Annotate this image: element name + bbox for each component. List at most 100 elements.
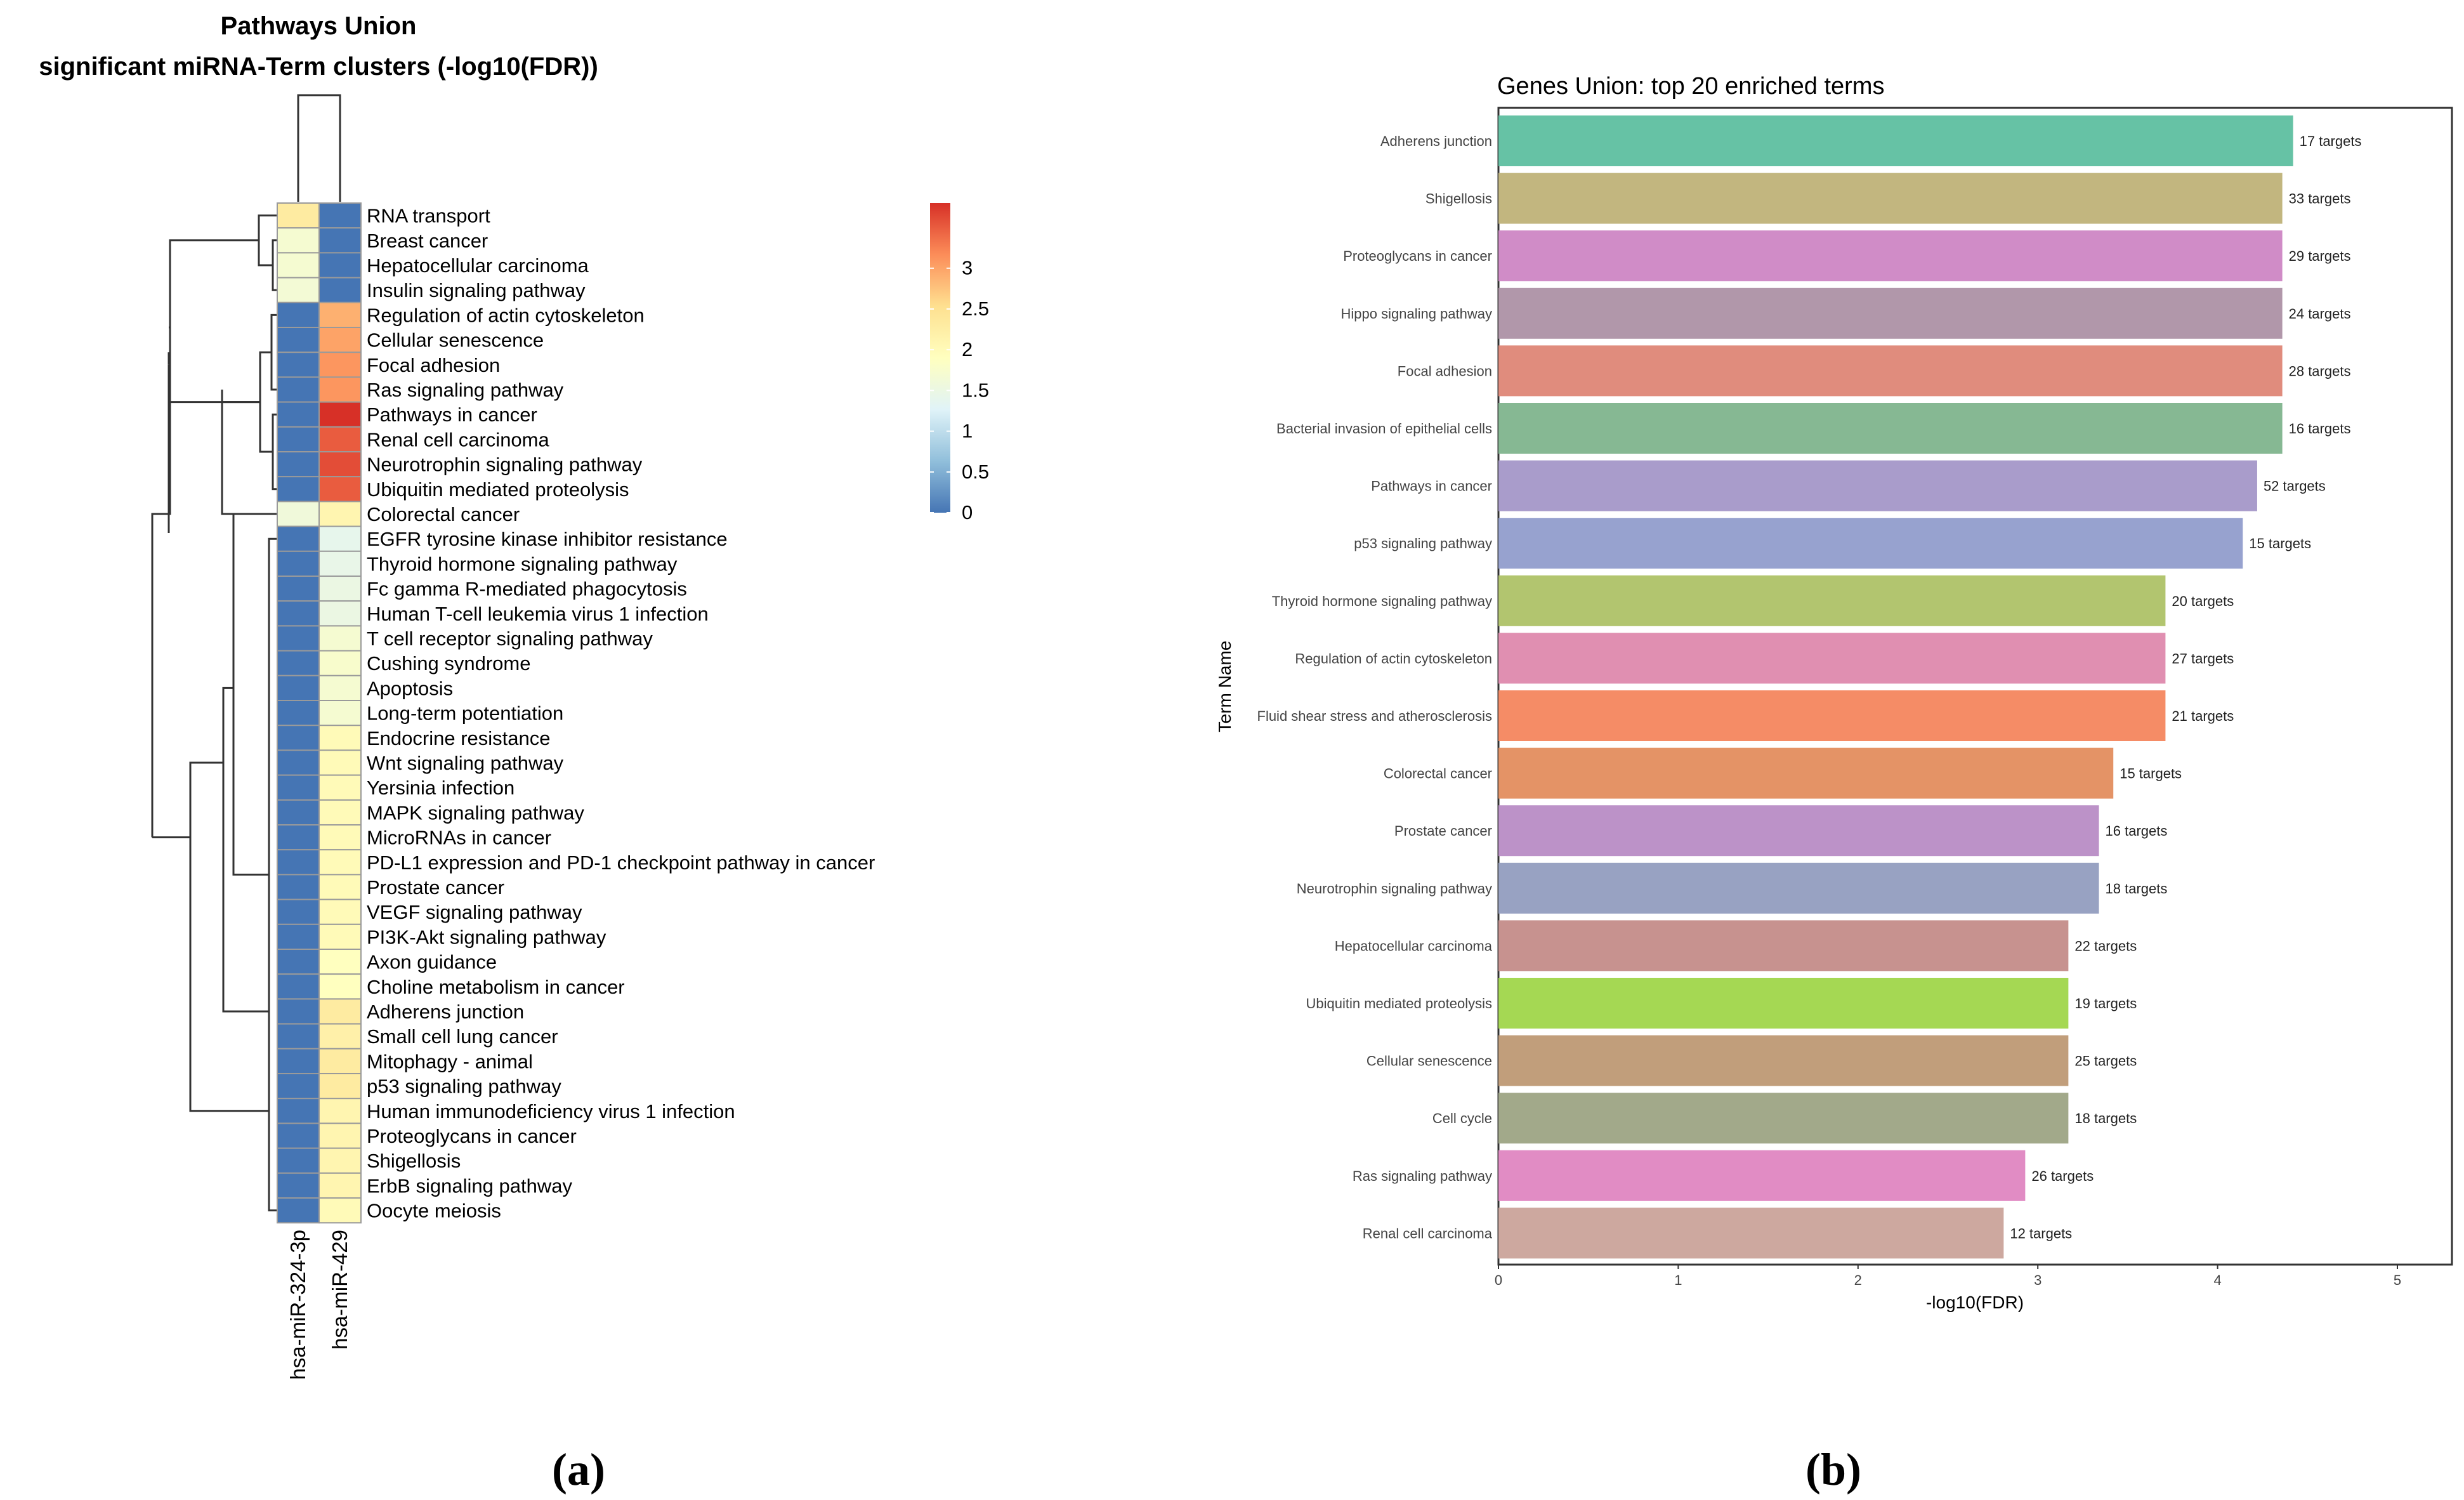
color-legend-label: 2.5: [962, 298, 989, 320]
heatmap-row-label: Adherens junction: [367, 1001, 524, 1023]
bar-category-label: Ubiquitin mediated proteolysis: [1306, 996, 1493, 1011]
heatmap-cell: [277, 874, 320, 900]
bar-category-label: p53 signaling pathway: [1354, 536, 1492, 551]
bar-category-label: Prostate cancer: [1394, 823, 1492, 839]
bar-category-label: Adherens junction: [1380, 133, 1492, 149]
bar-category-label: Neurotrophin signaling pathway: [1297, 881, 1492, 897]
heatmap-cell: [277, 799, 320, 826]
heatmap-cell: [277, 202, 320, 229]
heatmap-row-labels: RNA transport Breast cancerHepatocellular…: [367, 205, 875, 1222]
color-legend-label: 0.5: [962, 461, 989, 483]
heatmap-row-label: Human T-cell leukemia virus 1 infection: [367, 603, 709, 625]
heatmap-row-label: EGFR tyrosine kinase inhibitor resistanc…: [367, 528, 728, 550]
bar-category-label: Ras signaling pathway: [1353, 1168, 1492, 1184]
heatmap-color-legend: 0 0.5 1 1.5 2 2.5 3: [930, 203, 989, 523]
heatmap-cell: [318, 1048, 362, 1075]
heatmap-cell: [318, 1098, 362, 1124]
color-legend-label: 3: [962, 257, 973, 279]
heatmap-cell: [318, 327, 362, 353]
heatmap-cell: [277, 973, 320, 1000]
heatmap-cell: [277, 301, 320, 328]
color-legend-bar: [930, 203, 950, 513]
plot-frame: [1497, 107, 2453, 1266]
bar-data-label: 25 targets: [2074, 1053, 2137, 1069]
heatmap-row-label: VEGF signaling pathway: [367, 901, 582, 923]
dendrogram-branch: [297, 94, 341, 202]
heatmap-row-label: PD-L1 expression and PD-1 checkpoint pat…: [367, 852, 875, 874]
heatmap-row-label: T cell receptor signaling pathway: [367, 628, 653, 650]
heatmap-cell: [318, 352, 362, 378]
color-legend-label: 2: [962, 338, 973, 360]
dendrogram-branch: [222, 687, 269, 1013]
x-axis-ticks: 0 1 2 3 4 5: [1495, 1265, 2401, 1288]
heatmap-panel: Pathways Union significant miRNA-Term cl…: [39, 12, 989, 1380]
bar: [1498, 345, 2283, 397]
bar: [1498, 575, 2166, 626]
bar-category-labels: Adherens junction Shigellosis Proteoglycan…: [1257, 133, 1493, 1241]
heatmap-cell: [318, 799, 362, 826]
bar-data-label: 20 targets: [2172, 593, 2234, 609]
heatmap-cell: [277, 501, 320, 527]
x-axis-tick-label: 5: [2394, 1272, 2401, 1288]
heatmap-cell: [277, 451, 320, 478]
heatmap-cell: [318, 923, 362, 951]
heatmap-cell: [318, 401, 362, 428]
heatmap-cell: [277, 600, 320, 627]
heatmap-cell: [277, 576, 320, 602]
heatmap-cell: [318, 202, 362, 229]
heatmap-row-label: Oocyte meiosis: [367, 1200, 501, 1222]
heatmap-row-label: MicroRNAs in cancer: [367, 827, 551, 849]
heatmap-row-label: Wnt signaling pathway: [367, 752, 564, 774]
y-axis-label: Term Name: [1215, 641, 1235, 733]
heatmap-cell: [318, 650, 362, 676]
barchart-title: Genes Union: top 20 enriched terms: [1497, 73, 1884, 100]
bar: [1498, 633, 2166, 684]
bar-data-label: 17 targets: [2300, 133, 2362, 149]
heatmap-cell: [277, 625, 320, 652]
bar-category-label: Proteoglycans in cancer: [1343, 248, 1492, 264]
heatmap-column-label: hsa-miR-324-3p: [286, 1230, 310, 1380]
heatmap-subtitle: significant miRNA-Term clusters (-log10(…: [39, 53, 598, 81]
bar: [1498, 173, 2283, 224]
bar-category-label: Colorectal cancer: [1384, 766, 1492, 782]
heatmap-row-label: Fc gamma R-mediated phagocytosis: [367, 578, 687, 600]
bar: [1498, 690, 2166, 741]
heatmap-row-label: Mitophagy - animal: [367, 1050, 533, 1072]
heatmap-row-label: Proteoglycans in cancer: [367, 1125, 577, 1147]
bar: [1498, 115, 2293, 166]
heatmap-cell: [318, 749, 362, 776]
bar-category-label: Renal cell carcinoma: [1363, 1225, 1493, 1241]
heatmap-cell: [277, 277, 320, 303]
heatmap-row-label: Regulation of actin cytoskeleton: [367, 304, 645, 326]
heatmap-row-label: Thyroid hormone signaling pathway: [367, 553, 678, 575]
heatmap-cell: [277, 1172, 320, 1199]
bar-data-label: 33 targets: [2289, 191, 2351, 207]
heatmap-cell: [318, 973, 362, 1000]
bar: [1498, 920, 2069, 971]
heatmap-cell: [277, 1122, 320, 1149]
heatmap-cell: [318, 725, 362, 751]
heatmap-cell: [277, 426, 320, 452]
bar-category-label: Hepatocellular carcinoma: [1335, 938, 1493, 954]
heatmap-cell: [318, 1023, 362, 1049]
bar-data-label: 22 targets: [2074, 938, 2137, 954]
heatmap-row-label: Renal cell carcinoma: [367, 428, 549, 451]
bar: [1498, 287, 2283, 339]
heatmap-row-label: Neurotrophin signaling pathway: [367, 454, 643, 476]
heatmap-cell: [318, 1172, 362, 1199]
heatmap-cell: [318, 376, 362, 403]
heatmap-column-labels: hsa-miR-324-3p hsa-miR-429: [286, 1230, 351, 1380]
heatmap-cell: [277, 998, 320, 1025]
heatmap-cell: [277, 227, 320, 254]
color-legend-label: 0: [962, 501, 973, 523]
bar-category-label: Cell cycle: [1432, 1110, 1492, 1126]
heatmap-row-label: Long-term potentiation: [367, 702, 563, 725]
heatmap-row-label: Endocrine resistance: [367, 727, 551, 749]
bar: [1498, 1150, 2026, 1201]
x-axis-tick-label: 3: [2034, 1272, 2041, 1288]
bar-category-label: Regulation of actin cytoskeleton: [1295, 650, 1492, 666]
heatmap-row-label: Apoptosis: [367, 677, 453, 699]
bar-data-label: 52 targets: [2264, 478, 2326, 494]
bar-data-label: 26 targets: [2031, 1168, 2094, 1184]
heatmap-cell: [318, 774, 362, 801]
